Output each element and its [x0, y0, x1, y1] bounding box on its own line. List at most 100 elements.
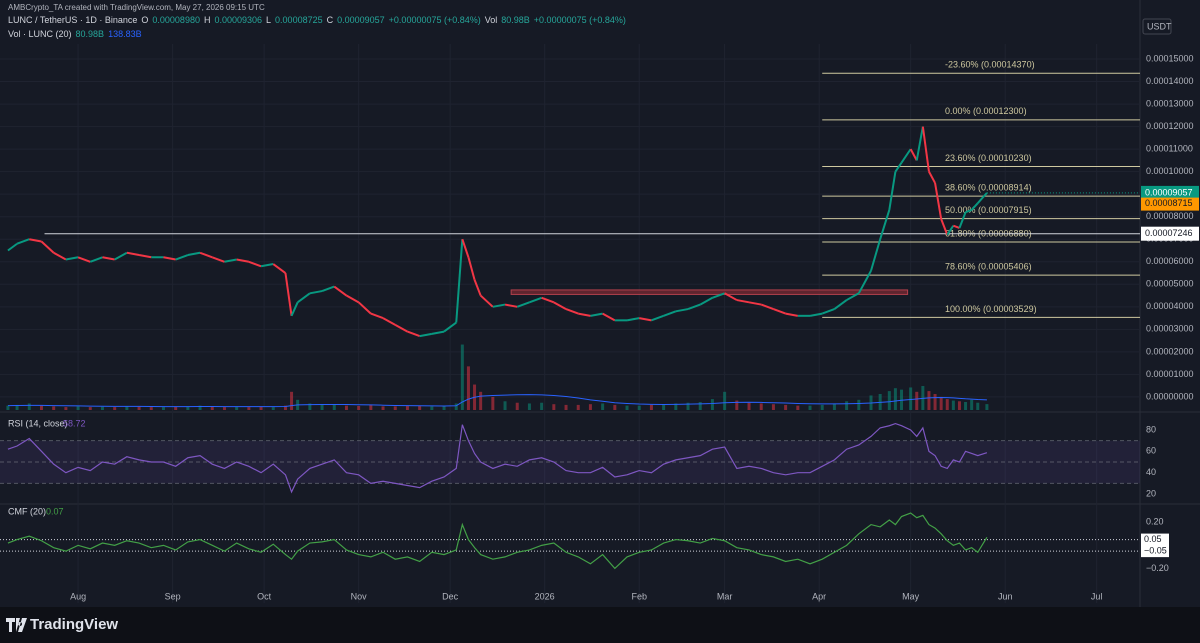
price-segment [821, 308, 835, 315]
volume-bar [527, 403, 531, 410]
volume-bar [460, 344, 464, 410]
price-segment [651, 314, 664, 322]
price-segment [946, 225, 955, 236]
brand: TradingView [30, 616, 119, 633]
y-tick-label: 0.20 [1146, 517, 1164, 527]
volume-bar [247, 407, 251, 410]
volume-bar [222, 407, 226, 410]
price-segment [260, 263, 274, 268]
y-tick-label: 60 [1146, 446, 1156, 456]
price-segment [928, 171, 936, 184]
price-segment [290, 301, 299, 317]
price-segment [785, 312, 798, 317]
volume-bar [308, 403, 312, 410]
price-segment [7, 242, 18, 252]
x-tick-label: Jul [1091, 591, 1103, 601]
y-tick-label: 40 [1146, 467, 1156, 477]
y-tick-label: 0.00006000 [1146, 256, 1194, 266]
volume-bar [976, 402, 980, 410]
volume-bar [857, 399, 861, 410]
price-segment [894, 162, 903, 173]
fib-label: -23.60% (0.00014370) [945, 60, 1035, 70]
price-segment [163, 256, 176, 261]
ohlc-value: 0.00008980 [152, 15, 200, 25]
fib-label: 100.00% (0.00003529) [945, 304, 1037, 314]
price-segment [461, 238, 470, 258]
symbol-line: LUNC / TetherUS · 1D · Binance O 0.0000898… [8, 15, 630, 25]
volume-bar [771, 404, 775, 410]
volume-bar [909, 387, 913, 410]
price-segment [479, 294, 494, 308]
cmf-level-label: −0.05 [1144, 545, 1167, 555]
pane-title: CMF (20) [8, 506, 46, 516]
footer: TradingView [0, 607, 1200, 643]
price-segment [870, 238, 882, 272]
symbol[interactable]: LUNC / TetherUS · 1D · Binance [8, 15, 138, 25]
currency-box[interactable] [1142, 18, 1172, 35]
ohlc-value: 0.00009057 [337, 15, 385, 25]
price-segment [309, 290, 323, 295]
pane-value: 58.72 [63, 418, 86, 428]
price-segment [357, 301, 372, 315]
volume-bar [52, 406, 56, 410]
price-segment [29, 238, 42, 243]
y-tick-label: 0.00012000 [1146, 121, 1194, 131]
logo [6, 618, 27, 632]
change: +0.00000075 (+0.84%) [388, 15, 481, 25]
volume-bar [369, 404, 373, 410]
volume-bar [625, 405, 629, 410]
price-segment [724, 292, 738, 301]
price-segment [760, 303, 774, 311]
ohlc-key: L [266, 15, 272, 25]
price-segment [888, 171, 897, 211]
volume-bar [796, 405, 800, 410]
price-segment [736, 299, 750, 304]
volume-bar [210, 406, 214, 410]
price-segment [40, 240, 55, 254]
volume-bar [393, 406, 397, 410]
volume-bar [515, 402, 519, 410]
currency[interactable]: USDT [1147, 21, 1172, 31]
volume-bar [845, 401, 849, 410]
x-tick-label: Oct [257, 591, 272, 601]
y-tick-label: 0.00005000 [1146, 279, 1194, 289]
volume-title[interactable]: Vol · LUNC (20) [8, 29, 72, 39]
volume-bar [198, 405, 202, 410]
price-segment [675, 308, 689, 313]
y-tick-label: 0.00004000 [1146, 301, 1194, 311]
price-segment [602, 312, 616, 322]
price-segment [833, 299, 848, 310]
price-segment [687, 303, 701, 311]
y-tick-label: 20 [1146, 488, 1156, 498]
price-segment [958, 211, 967, 229]
ohlc-key: O [141, 15, 149, 25]
fib-label: 78.60% (0.00005406) [945, 262, 1032, 272]
price-segment [846, 292, 860, 301]
price-tag-label: 0.00009057 [1145, 187, 1193, 197]
volume-bar [283, 405, 287, 410]
volume-bar [6, 405, 10, 410]
price-segment [857, 270, 872, 294]
cmf-line [7, 512, 988, 570]
volume-bar [601, 403, 605, 410]
volume-bar [174, 406, 178, 410]
price-segment [53, 251, 67, 261]
y-tick-label: 0.00014000 [1146, 76, 1194, 86]
price-segment [248, 260, 262, 268]
price-segment [211, 256, 225, 263]
volume-bar [747, 402, 751, 410]
y-tick-label: 0.00011000 [1146, 143, 1193, 153]
volume-bar [64, 407, 68, 410]
volume-ma [7, 394, 987, 408]
price-segment [199, 251, 213, 259]
volume-bar [259, 406, 263, 410]
volume-bar [662, 404, 666, 410]
price-segment [443, 321, 457, 333]
ohlc-value: 0.00009306 [214, 15, 263, 25]
volume-bar [832, 403, 836, 410]
price-segment [541, 296, 555, 304]
price-segment [940, 218, 949, 236]
vol-value: 80.98B [501, 15, 530, 25]
x-tick-label: Sep [165, 591, 181, 601]
price-axis-bg [1140, 0, 1200, 607]
